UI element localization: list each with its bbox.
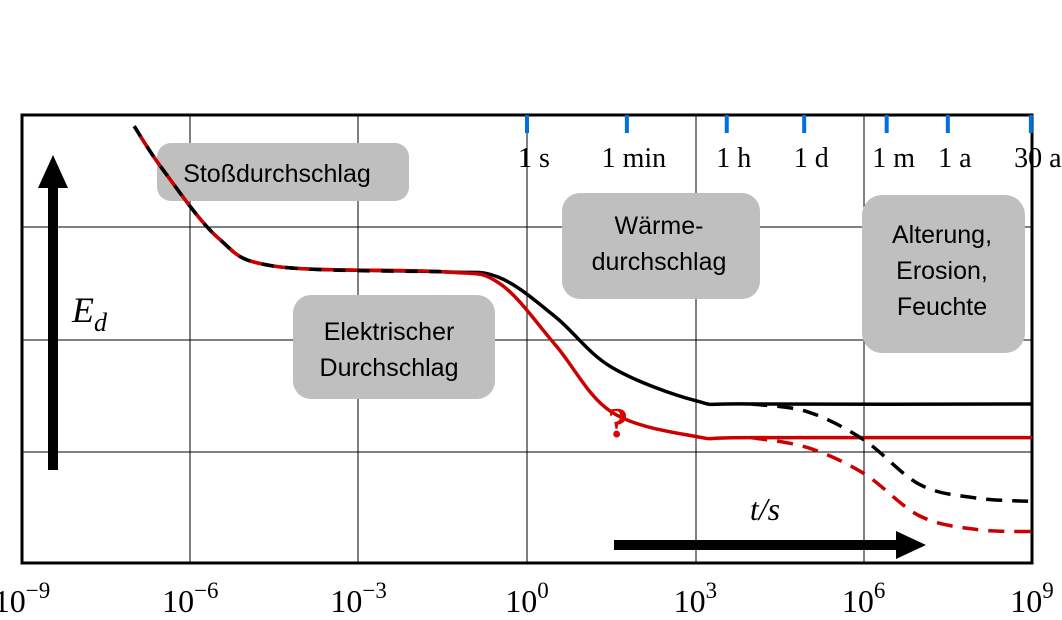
x-tick-label: 10−9 <box>0 578 50 619</box>
region-label-line: durchschlag <box>592 248 727 276</box>
region-label-line: Wärme- <box>615 212 704 240</box>
x-tick-label: 103 <box>674 578 718 619</box>
region-box <box>293 295 495 399</box>
y-axis-label: Ed <box>71 290 108 337</box>
region-label-line: Feuchte <box>897 293 987 321</box>
region-box <box>562 193 760 299</box>
y-arrow-head <box>38 155 68 188</box>
x-tick-label: 109 <box>1010 578 1054 619</box>
x-tick-label: 10−6 <box>162 578 218 619</box>
region-label: Elektrischer Durchschlag <box>320 318 459 382</box>
region-label-line: Erosion, <box>896 257 988 285</box>
region-stossdurchschlag: Stoßdurchschlag <box>157 143 409 201</box>
x-axis-arrow <box>614 531 926 559</box>
region-label: Stoßdurchschlag <box>183 160 371 188</box>
time-marker-label: 1 m <box>872 143 915 174</box>
region-label: Wärme-durchschlag <box>592 212 727 276</box>
x-tick-labels: 10−9 10−6 10−3 100 103 106 109 <box>0 578 1054 619</box>
region-label: Alterung, Erosion, Feuchte <box>892 221 992 321</box>
series-overlap-dash <box>132 125 443 274</box>
time-marker-label: 1 d <box>794 143 829 174</box>
time-marker-label: 1 s <box>518 143 550 174</box>
region-waermedurchschlag: Wärme-durchschlag <box>562 193 760 299</box>
curves <box>132 125 1033 534</box>
time-marker-label: 1 a <box>938 143 972 174</box>
region-box <box>862 195 1025 353</box>
x-tick-label: 106 <box>842 578 886 619</box>
x-arrow-head <box>896 531 926 559</box>
region-label-line: Durchschlag <box>320 354 459 382</box>
question-mark: ? <box>608 401 629 447</box>
region-elektrischer-durchschlag: Elektrischer Durchschlag <box>293 295 495 399</box>
region-label-line: Elektrischer <box>324 318 455 346</box>
series-line-red-solid <box>132 125 1033 441</box>
time-marker-label: 30 a <box>1014 143 1062 174</box>
x-axis-label: t/s <box>750 491 780 527</box>
series-line-red-dashed <box>751 435 1033 534</box>
y-axis-arrow <box>38 155 68 470</box>
x-tick-label: 100 <box>505 578 549 619</box>
time-marker-label: 1 h <box>716 143 751 174</box>
time-marker-label: 1 min <box>602 143 667 174</box>
time-markers: 1 s 1 min 1 h 1 d 1 m 1 a 30 a <box>518 115 1062 174</box>
region-label-line: Alterung, <box>892 221 992 249</box>
region-alterung: Alterung, Erosion, Feuchte <box>862 195 1025 353</box>
x-tick-label: 10−3 <box>330 578 386 619</box>
region-box <box>157 143 409 201</box>
series-line-black-dashed <box>751 402 1033 504</box>
